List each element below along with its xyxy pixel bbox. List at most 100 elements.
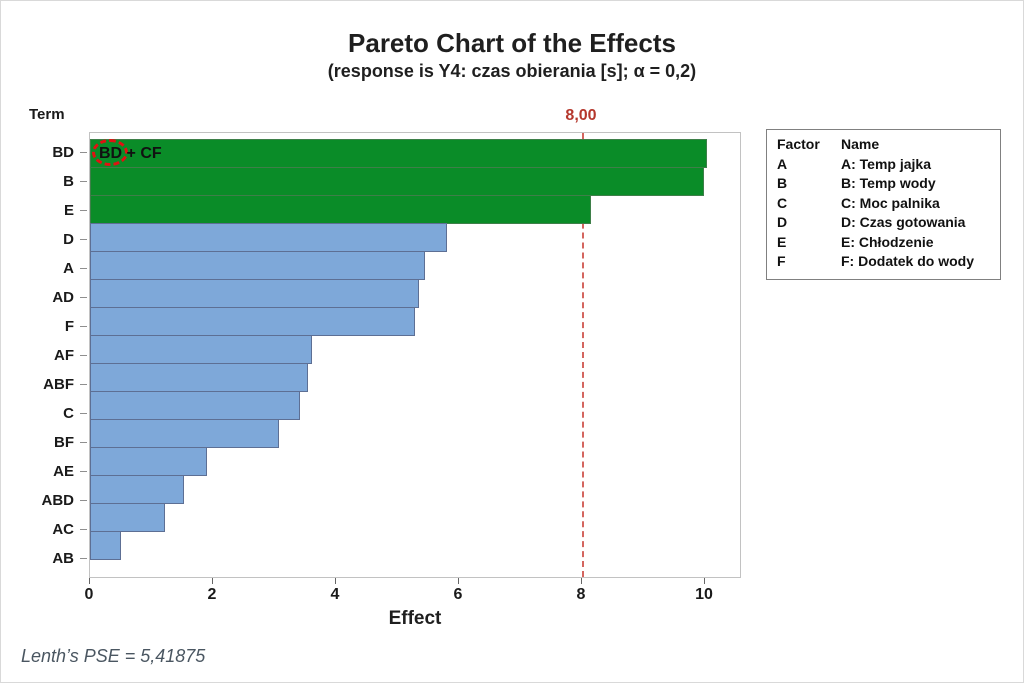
bar-row — [90, 503, 740, 532]
y-axis-label: E — [63, 202, 74, 219]
bar-ae — [90, 447, 207, 476]
x-tick-mark — [581, 578, 582, 584]
y-axis-label: B — [63, 173, 74, 190]
y-tick-mark — [80, 210, 87, 211]
y-axis-label: ABF — [43, 376, 74, 393]
bar-row — [90, 279, 740, 308]
y-axis-label: AF — [54, 347, 74, 364]
legend-header-row: Factor Name — [777, 135, 992, 155]
y-tick-mark — [80, 355, 87, 356]
y-axis-label: AE — [53, 463, 74, 480]
y-axis-title: Term — [29, 106, 65, 123]
y-tick-mark — [80, 558, 87, 559]
y-tick-mark — [80, 326, 87, 327]
x-tick-mark — [335, 578, 336, 584]
y-axis-label: AB — [52, 550, 74, 567]
legend-name: B: Temp wody — [841, 175, 936, 191]
bar-af — [90, 335, 312, 364]
bars-area — [90, 139, 740, 560]
bar-row — [90, 139, 740, 168]
bar-b — [90, 167, 704, 196]
legend-factor: A — [777, 155, 788, 172]
bar-row — [90, 195, 740, 224]
y-tick-mark — [80, 500, 87, 501]
bar-row — [90, 531, 740, 560]
y-axis-label: AC — [52, 521, 74, 538]
y-axis-label-row: ABD — [1, 486, 87, 515]
y-axis-label-row: B — [1, 167, 87, 196]
bar-bd — [90, 139, 707, 168]
y-axis-label: F — [64, 318, 74, 335]
legend-name: A: Temp jajka — [841, 155, 931, 172]
factor-legend: Factor Name A A: Temp jajka B B: Temp wody C… — [766, 129, 1001, 280]
bar-ab — [90, 531, 121, 560]
annotation-circle-icon — [92, 139, 128, 166]
legend-row: D D: Czas gotowania — [777, 213, 992, 233]
bar-a — [90, 251, 425, 280]
bar-d — [90, 223, 447, 252]
bar-ac — [90, 503, 165, 532]
bar-row — [90, 335, 740, 364]
reference-line — [582, 133, 584, 577]
legend-factor: C — [777, 194, 788, 211]
y-tick-mark — [80, 239, 87, 240]
lenths-pse-footnote: Lenth’s PSE = 5,41875 — [21, 646, 206, 666]
y-tick-mark — [80, 297, 87, 298]
legend-name: E: Chłodzenie — [841, 233, 934, 250]
chart-title: Pareto Chart of the Effects — [348, 28, 676, 58]
legend-name-header: Name — [841, 136, 880, 152]
legend-row: A A: Temp jajka — [777, 155, 992, 175]
y-axis-label: BF — [54, 434, 74, 451]
bar-annotation: BD + CF — [99, 139, 162, 168]
y-axis-label-row: AD — [1, 283, 87, 312]
plot-area: BD + CF — [89, 132, 741, 578]
y-axis-label-row: AF — [1, 341, 87, 370]
y-axis-label-row: E — [1, 196, 87, 225]
bar-row — [90, 251, 740, 280]
legend-row: E E: Chłodzenie — [777, 233, 992, 253]
bar-c — [90, 391, 300, 420]
y-axis-label-row: BD — [1, 138, 87, 167]
x-tick-label: 4 — [330, 586, 340, 603]
bar-e — [90, 195, 591, 224]
y-axis-label-row: AB — [1, 544, 87, 573]
bar-row — [90, 419, 740, 448]
y-tick-mark — [80, 384, 87, 385]
bar-abd — [90, 475, 184, 504]
bar-ad — [90, 279, 419, 308]
bar-row — [90, 391, 740, 420]
y-axis-label: A — [63, 260, 74, 277]
legend-factor: F — [777, 253, 786, 269]
legend-factor: D — [777, 214, 788, 230]
y-axis-label-row: D — [1, 225, 87, 254]
chart-subtitle: (response is Y4: czas obierania [s]; α =… — [327, 61, 697, 81]
legend-name: F: Dodatek do wody — [841, 253, 974, 269]
x-tick-label: 10 — [695, 586, 713, 603]
x-tick-label: 6 — [453, 586, 463, 603]
y-axis-label: C — [63, 405, 74, 422]
y-tick-mark — [80, 413, 87, 414]
y-tick-mark — [80, 152, 87, 153]
y-axis-label-row: F — [1, 312, 87, 341]
bar-f — [90, 307, 415, 336]
y-tick-mark — [80, 471, 87, 472]
x-tick-mark — [212, 578, 213, 584]
y-axis-label: ABD — [41, 492, 75, 509]
y-axis-label-row: ABF — [1, 370, 87, 399]
y-axis-label-row: A — [1, 254, 87, 283]
bar-row — [90, 307, 740, 336]
legend-row: F F: Dodatek do wody — [777, 252, 992, 272]
y-axis-label: BD — [52, 144, 74, 161]
bar-row — [90, 223, 740, 252]
bar-row — [90, 167, 740, 196]
legend-factor: B — [777, 175, 788, 191]
x-tick-label: 8 — [576, 586, 586, 603]
y-tick-mark — [80, 442, 87, 443]
x-tick-label: 0 — [84, 586, 94, 603]
legend-factor-header: Factor — [777, 136, 820, 152]
y-axis-label-row: AC — [1, 515, 87, 544]
y-tick-mark — [80, 268, 87, 269]
legend-factor: E — [777, 233, 787, 250]
annotation-circled-text: BD — [99, 145, 123, 162]
y-tick-mark — [80, 529, 87, 530]
